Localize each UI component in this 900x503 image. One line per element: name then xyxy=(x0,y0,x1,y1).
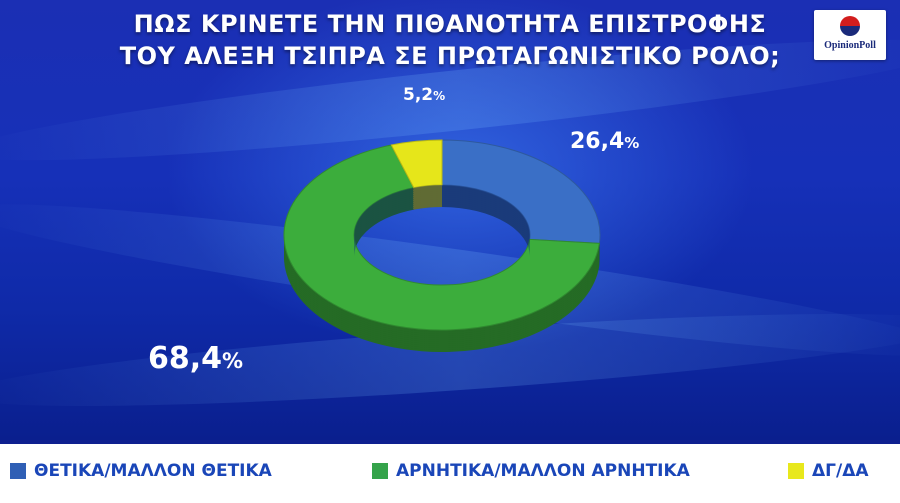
opinionpoll-logo: OpinionPoll xyxy=(814,10,886,60)
legend-swatch xyxy=(788,463,804,479)
label-positive: 26,4% xyxy=(570,129,639,154)
label-value: 5,2 xyxy=(403,85,433,105)
title-line-1: ΠΩΣ ΚΡΙΝΕΤΕ ΤΗΝ ΠΙΘΑΝΟΤΗΤΑ ΕΠΙΣΤΡΟΦΗΣ xyxy=(133,10,767,38)
label-unit: % xyxy=(624,134,639,152)
slice-dk-na xyxy=(390,139,443,189)
donut-chart: 26,4%68,4%5,2% xyxy=(148,85,639,376)
slice-positive xyxy=(441,139,601,244)
legend-item-negative: ΑΡΝΗΤΙΚΑ/ΜΑΛΛΟΝ ΑΡΝΗΤΙΚΑ xyxy=(372,458,690,484)
legend-item-positive: ΘΕΤΙΚΑ/ΜΑΛΛΟΝ ΘΕΤΙΚΑ xyxy=(10,458,272,484)
label-negative: 68,4% xyxy=(148,341,243,376)
chart-title: ΠΩΣ ΚΡΙΝΕΤΕ ΤΗΝ ΠΙΘΑΝΟΤΗΤΑ ΕΠΙΣΤΡΟΦΗΣ ΤΟ… xyxy=(0,8,900,72)
donut-hole-shadow xyxy=(354,185,530,257)
title-line-2: ΤΟΥ ΑΛΕΞΗ ΤΣΙΠΡΑ ΣΕ ΠΡΩΤΑΓΩΝΙΣΤΙΚΟ ΡΟΛΟ; xyxy=(119,42,781,70)
legend-swatch xyxy=(10,463,26,479)
label-value: 26,4 xyxy=(570,129,624,154)
label-unit: % xyxy=(433,89,445,103)
legend-swatch xyxy=(372,463,388,479)
slice-negative xyxy=(283,144,600,331)
legend-label: ΘΕΤΙΚΑ/ΜΑΛΛΟΝ ΘΕΤΙΚΑ xyxy=(34,461,272,481)
legend-label: ΔΓ/ΔΑ xyxy=(812,461,869,481)
legend: ΘΕΤΙΚΑ/ΜΑΛΛΟΝ ΘΕΤΙΚΑ ΑΡΝΗΤΙΚΑ/ΜΑΛΛΟΝ ΑΡΝ… xyxy=(0,440,900,503)
label-dk-na: 5,2% xyxy=(403,85,445,105)
legend-item-dk-na: ΔΓ/ΔΑ xyxy=(788,458,869,484)
logo-text: OpinionPoll xyxy=(824,40,876,51)
legend-label: ΑΡΝΗΤΙΚΑ/ΜΑΛΛΟΝ ΑΡΝΗΤΙΚΑ xyxy=(396,461,690,481)
label-unit: % xyxy=(222,349,243,373)
background xyxy=(0,0,900,440)
label-value: 68,4 xyxy=(148,341,222,376)
logo-circle-icon xyxy=(840,16,860,36)
